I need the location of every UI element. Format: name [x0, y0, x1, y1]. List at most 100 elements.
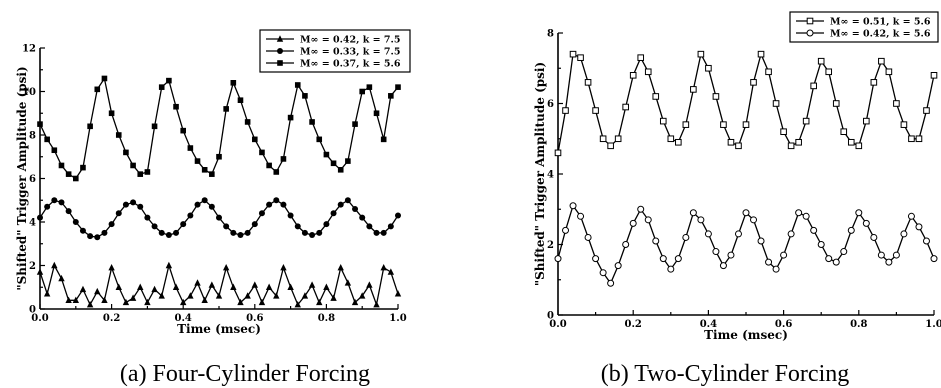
- data-point: [652, 93, 660, 100]
- data-point: [757, 237, 765, 245]
- data-point: [122, 201, 129, 208]
- data-point: [344, 197, 351, 204]
- data-point: [266, 201, 273, 208]
- data-point: [892, 251, 900, 259]
- data-point: [201, 296, 208, 303]
- data-point: [79, 285, 87, 293]
- data-point: [302, 93, 308, 99]
- data-point: [94, 86, 101, 93]
- data-point: [37, 121, 43, 127]
- data-point: [252, 136, 258, 143]
- legend-entry-label: M∞ = 0.37, k = 5.6: [300, 59, 401, 70]
- data-point: [137, 203, 144, 210]
- data-point: [44, 203, 51, 210]
- data-point: [674, 255, 682, 263]
- data-point: [65, 296, 72, 303]
- data-point: [36, 268, 44, 275]
- data-point: [893, 100, 900, 107]
- data-point: [309, 119, 315, 125]
- data-point: [840, 248, 848, 256]
- data-point: [130, 162, 136, 169]
- data-point: [750, 79, 757, 86]
- data-point: [825, 255, 833, 263]
- data-point: [108, 110, 115, 117]
- data-point: [351, 298, 359, 306]
- figure-caption: (b) Two-Cylinder Forcing: [601, 361, 850, 387]
- data-point: [667, 135, 675, 143]
- data-point: [158, 292, 165, 299]
- data-point: [294, 223, 301, 230]
- series-1: [37, 197, 401, 241]
- data-point: [697, 216, 705, 224]
- data-point: [244, 292, 251, 299]
- data-point: [86, 300, 94, 308]
- data-point: [316, 298, 323, 306]
- data-point: [810, 82, 817, 90]
- series-line: [39, 263, 399, 308]
- data-point: [51, 197, 58, 204]
- data-point: [644, 216, 652, 224]
- data-point: [592, 255, 600, 263]
- legend-box: [789, 11, 939, 43]
- x-tick-label: 0.8: [850, 319, 867, 330]
- y-axis-label: "Shifted" Trigger Amplitude (psi): [533, 62, 547, 286]
- series-line: [557, 52, 935, 154]
- data-point: [855, 142, 863, 150]
- data-point: [622, 103, 629, 111]
- data-point: [637, 54, 645, 61]
- data-point: [337, 167, 344, 173]
- data-point: [251, 221, 258, 228]
- data-point: [187, 145, 194, 151]
- data-point: [554, 149, 562, 157]
- data-point: [172, 283, 180, 290]
- data-point: [266, 162, 272, 169]
- data-point: [885, 68, 893, 76]
- data-point: [750, 216, 758, 224]
- data-point: [554, 255, 562, 263]
- data-point: [65, 208, 72, 215]
- data-point: [201, 167, 208, 173]
- data-point: [712, 93, 720, 100]
- data-point: [878, 57, 885, 65]
- data-point: [810, 226, 818, 234]
- data-point: [58, 274, 65, 282]
- data-point: [144, 214, 151, 221]
- x-tick-label: 0.2: [624, 319, 641, 330]
- data-point: [244, 119, 251, 125]
- data-point: [51, 147, 58, 154]
- data-point: [366, 223, 373, 230]
- data-point: [908, 135, 915, 143]
- data-point: [301, 292, 309, 299]
- data-point: [108, 263, 115, 271]
- legend-entry-label: M∞ = 0.51, k = 5.6: [830, 17, 931, 28]
- data-point: [817, 241, 825, 248]
- data-point: [94, 234, 101, 241]
- data-point: [273, 292, 280, 299]
- data-point: [129, 294, 137, 301]
- data-point: [742, 121, 750, 128]
- data-point: [323, 283, 330, 290]
- data-point: [352, 121, 358, 127]
- data-point: [825, 68, 833, 76]
- data-point: [659, 255, 667, 263]
- data-point: [144, 169, 151, 175]
- data-point: [577, 212, 585, 220]
- data-point: [922, 237, 930, 245]
- data-point: [577, 54, 584, 61]
- data-point: [173, 103, 179, 110]
- data-point: [562, 107, 569, 114]
- data-point: [187, 292, 194, 299]
- data-point: [43, 290, 51, 297]
- data-point: [682, 121, 690, 128]
- data-point: [373, 229, 380, 236]
- data-point: [344, 279, 352, 286]
- data-point: [223, 106, 229, 112]
- data-point: [704, 230, 712, 238]
- y-tick-label: 4: [547, 170, 554, 181]
- data-point: [151, 223, 158, 230]
- data-point: [44, 136, 50, 143]
- data-point: [194, 279, 201, 286]
- data-point: [772, 100, 780, 107]
- data-point: [287, 114, 294, 121]
- data-point: [682, 233, 690, 241]
